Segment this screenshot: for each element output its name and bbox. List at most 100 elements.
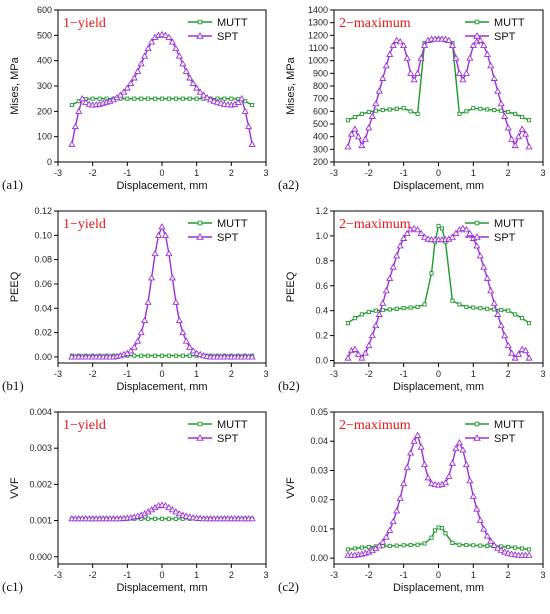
data-point xyxy=(424,474,432,481)
y-axis-title: PEEQ xyxy=(285,271,297,302)
data-point xyxy=(347,130,355,137)
data-point xyxy=(69,102,74,108)
x-tick-label: -3 xyxy=(330,570,338,580)
data-point xyxy=(368,331,376,339)
data-point xyxy=(345,118,350,123)
y-tick-label: 0.003 xyxy=(29,443,52,453)
series-line xyxy=(71,224,253,358)
y-tick-label: 500 xyxy=(313,119,328,129)
data-point xyxy=(455,438,463,446)
data-point xyxy=(193,349,201,356)
data-point xyxy=(116,91,124,98)
x-tick-label: -1 xyxy=(400,570,408,580)
data-point xyxy=(513,312,518,317)
data-point xyxy=(396,494,404,501)
data-point xyxy=(473,242,481,249)
data-point xyxy=(151,249,159,257)
data-point xyxy=(127,347,135,354)
data-point xyxy=(148,274,156,281)
x-tick-label: 3 xyxy=(263,168,268,178)
data-point xyxy=(462,460,470,468)
data-point xyxy=(137,328,145,336)
y-tick-label: 400 xyxy=(37,56,52,66)
y-tick-label: 0.05 xyxy=(310,407,328,417)
data-point xyxy=(497,321,505,329)
data-point xyxy=(366,544,371,550)
y-axis-title: Mises, MPa xyxy=(9,56,21,114)
data-point xyxy=(520,546,525,551)
legend: MUTT SPT xyxy=(188,419,248,445)
x-tick-label: 2 xyxy=(229,168,234,178)
data-point xyxy=(380,108,385,113)
data-point xyxy=(401,306,406,311)
data-point xyxy=(436,223,441,229)
legend: MUTT SPT xyxy=(188,218,248,244)
y-tick-label: 0.01 xyxy=(310,524,328,534)
data-point xyxy=(386,274,394,281)
legend-label: SPT xyxy=(217,232,239,244)
data-point xyxy=(359,312,364,317)
data-point xyxy=(200,91,208,98)
data-point xyxy=(153,96,158,101)
data-point xyxy=(414,225,422,233)
legend-label: MUTT xyxy=(494,419,525,431)
data-point xyxy=(245,122,253,130)
data-point xyxy=(471,305,476,310)
stage-label: 1−yield xyxy=(63,16,106,31)
data-point xyxy=(168,38,176,45)
data-point xyxy=(146,353,151,358)
data-point xyxy=(410,437,418,444)
data-point xyxy=(455,69,463,76)
x-tick-label: -1 xyxy=(400,168,408,178)
y-tick-label: 100 xyxy=(37,132,52,142)
data-point xyxy=(525,143,533,150)
legend-marker xyxy=(197,421,203,427)
data-point xyxy=(415,542,420,547)
data-point xyxy=(186,343,194,350)
data-point xyxy=(372,100,380,107)
data-point xyxy=(173,353,178,358)
data-point xyxy=(396,242,404,249)
data-point xyxy=(511,354,519,361)
y-tick-label: 600 xyxy=(313,106,328,116)
y-axis-title: VVF xyxy=(285,477,297,499)
data-point xyxy=(420,41,429,49)
data-point xyxy=(175,52,183,59)
x-tick-label: -3 xyxy=(54,570,62,580)
data-point xyxy=(217,99,225,106)
x-tick-label: -3 xyxy=(330,168,338,178)
series-spt xyxy=(68,501,256,522)
data-point xyxy=(153,516,158,521)
x-axis-title: Displacement, mm xyxy=(116,381,207,393)
data-point xyxy=(459,446,467,453)
data-point xyxy=(429,271,434,276)
data-point xyxy=(82,98,90,106)
data-point xyxy=(182,337,190,344)
data-point xyxy=(429,535,434,540)
data-point xyxy=(148,38,156,45)
data-point xyxy=(518,125,526,132)
data-point xyxy=(414,69,422,76)
data-point xyxy=(436,525,441,530)
series-spt xyxy=(344,431,533,558)
y-tick-label: 0.10 xyxy=(34,230,52,240)
data-point xyxy=(248,353,256,360)
data-point xyxy=(403,54,411,61)
data-point xyxy=(417,443,425,450)
stage-label: 1−yield xyxy=(63,418,106,433)
data-point xyxy=(241,107,249,114)
data-point xyxy=(358,354,366,361)
y-tick-label: 500 xyxy=(37,30,52,40)
data-point xyxy=(196,88,204,95)
chart-panel-b1: -3 -2 -1 0 1 2 3 0.00 0.02 0.04 0.06 0.08 0.10 0.12 Di… xyxy=(2,206,269,393)
data-point xyxy=(141,316,149,323)
data-point xyxy=(441,35,450,42)
data-point xyxy=(439,226,445,231)
y-tick-label: 1200 xyxy=(308,30,328,40)
data-point xyxy=(125,96,130,101)
data-point xyxy=(450,540,455,546)
stage-label: 2−maximum xyxy=(339,418,411,433)
data-point xyxy=(487,537,495,544)
y-tick-label: 1100 xyxy=(309,43,328,53)
data-point xyxy=(448,233,457,240)
